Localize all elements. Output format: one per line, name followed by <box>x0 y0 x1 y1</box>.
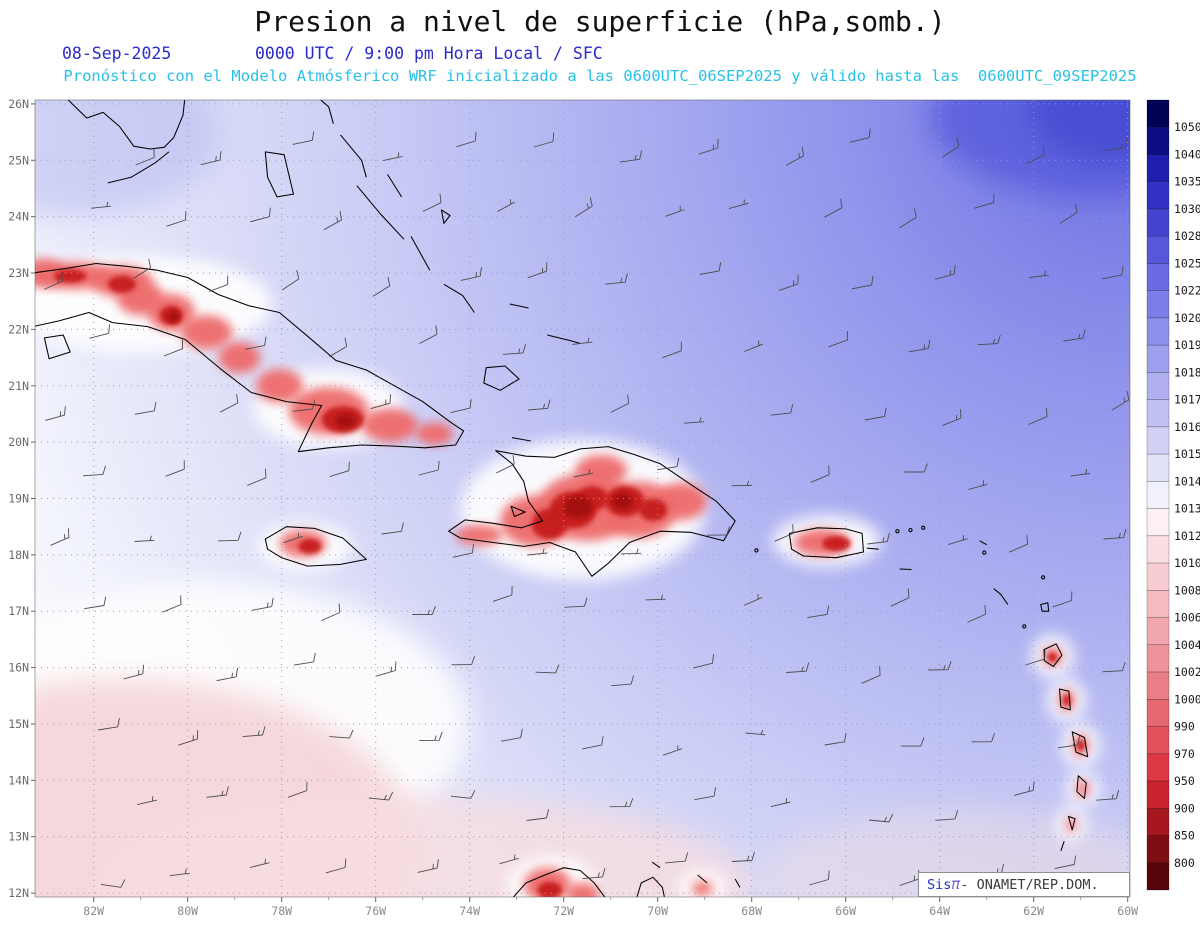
colorbar-label: 990 <box>1174 720 1195 734</box>
graticule-gridlines <box>35 100 1130 897</box>
svg-text:60W: 60W <box>1117 904 1138 918</box>
svg-text:72W: 72W <box>553 904 574 918</box>
colorbar-label: 1015 <box>1174 447 1200 461</box>
forecast-valid-time: 0000 UTC / 9:00 pm Hora Local / SFC <box>255 44 603 63</box>
svg-text:26N: 26N <box>8 97 29 111</box>
svg-text:24N: 24N <box>8 210 29 224</box>
colorbar-label: 970 <box>1174 747 1195 761</box>
svg-text:17N: 17N <box>8 604 29 618</box>
svg-text:64W: 64W <box>929 904 950 918</box>
svg-text:12N: 12N <box>8 886 29 900</box>
colorbar-label: 1022 <box>1174 284 1200 298</box>
colorbar-label: 1008 <box>1174 583 1200 597</box>
svg-text:74W: 74W <box>459 904 480 918</box>
colorbar-label: 1019 <box>1174 338 1200 352</box>
branding-sis: Sis <box>927 877 952 893</box>
colorbar-label: 800 <box>1174 856 1195 870</box>
pressure-field <box>35 100 1130 897</box>
svg-text:78W: 78W <box>271 904 292 918</box>
svg-text:14N: 14N <box>8 773 29 787</box>
svg-text:22N: 22N <box>8 322 29 336</box>
pi-logo-icon: π <box>951 875 961 893</box>
colorbar-label: 1017 <box>1174 393 1200 407</box>
svg-text:62W: 62W <box>1023 904 1044 918</box>
colorbar-label: 1025 <box>1174 256 1200 270</box>
colorbar-label: 850 <box>1174 829 1195 843</box>
svg-text:68W: 68W <box>741 904 762 918</box>
branding-box: Sisπ- ONAMET/REP.DOM. <box>918 872 1130 897</box>
coastlines <box>35 100 1089 897</box>
svg-text:76W: 76W <box>365 904 386 918</box>
svg-text:66W: 66W <box>835 904 856 918</box>
svg-text:70W: 70W <box>647 904 668 918</box>
model-run-info: Pronóstico con el Modelo Atmósferico WRF… <box>63 67 1137 85</box>
colorbar-label: 1050 <box>1174 120 1200 134</box>
svg-text:16N: 16N <box>8 661 29 675</box>
colorbar-label: 1040 <box>1174 148 1200 162</box>
svg-text:25N: 25N <box>8 153 29 167</box>
colorbar-legend: 1050 1040 1035 1030 1028 1025 1022 1020 1019 1018… <box>1146 99 1200 891</box>
colorbar-label: 1030 <box>1174 202 1200 216</box>
colorbar-label: 1018 <box>1174 365 1200 379</box>
colorbar-label: 1028 <box>1174 229 1200 243</box>
branding-agency: - ONAMET/REP.DOM. <box>960 877 1099 893</box>
colorbar-label: 1012 <box>1174 529 1200 543</box>
colorbar-label: 1010 <box>1174 556 1200 570</box>
colorbar-label: 900 <box>1174 801 1195 815</box>
axis-labels: 26N 25N 24N 23N 22N 21N 20N 19N 18N 17N 16N 15N 14N 1… <box>8 97 1138 918</box>
colorbar-label: 1006 <box>1174 611 1200 625</box>
page-title: Presion a nivel de superficie (hPa,somb.… <box>254 5 946 38</box>
datetime-line: 08-Sep-2025 0000 UTC / 9:00 pm Hora Loca… <box>0 44 1200 64</box>
colorbar-label: 1014 <box>1174 474 1200 488</box>
svg-text:19N: 19N <box>8 492 29 506</box>
colorbar-label: 1000 <box>1174 692 1200 706</box>
forecast-date: 08-Sep-2025 <box>62 44 172 63</box>
svg-text:13N: 13N <box>8 830 29 844</box>
svg-text:15N: 15N <box>8 717 29 731</box>
colorbar-label: 1013 <box>1174 502 1200 516</box>
colorbar-label: 1035 <box>1174 175 1200 189</box>
svg-text:23N: 23N <box>8 266 29 280</box>
svg-text:18N: 18N <box>8 548 29 562</box>
svg-text:82W: 82W <box>83 904 104 918</box>
wind-barbs <box>44 128 1130 888</box>
colorbar-label: 1016 <box>1174 420 1200 434</box>
svg-text:21N: 21N <box>8 379 29 393</box>
colorbar-label: 1020 <box>1174 311 1200 325</box>
colorbar-label: 1002 <box>1174 665 1200 679</box>
colorbar-label: 1004 <box>1174 638 1200 652</box>
svg-text:20N: 20N <box>8 435 29 449</box>
svg-text:80W: 80W <box>177 904 198 918</box>
colorbar-label: 950 <box>1174 774 1195 788</box>
